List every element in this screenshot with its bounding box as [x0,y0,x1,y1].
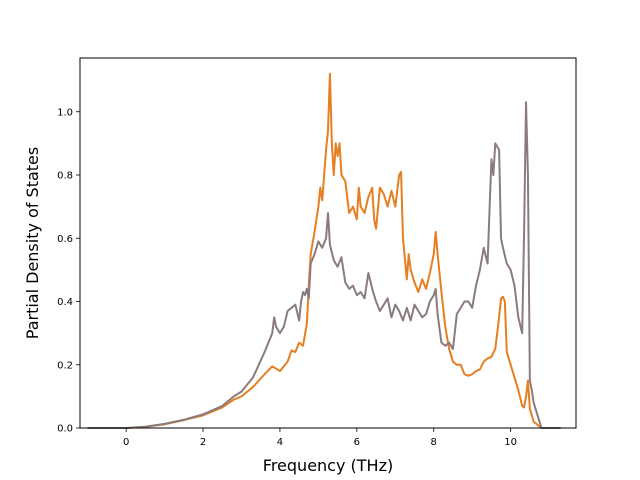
y-axis-label: Partial Density of States [23,147,42,339]
y-tick-label: 0.4 [57,297,73,308]
x-tick-label: 0 [123,437,129,448]
x-axis-label: Frequency (THz) [263,456,393,475]
x-tick-label: 6 [354,437,360,448]
y-tick-label: 0.8 [57,171,73,182]
y-tick-label: 0.2 [57,360,73,371]
x-tick-label: 10 [504,437,517,448]
y-tick-label: 1.0 [57,107,73,118]
y-tick-label: 0.0 [57,424,73,435]
x-tick-label: 4 [277,437,283,448]
y-tick-label: 0.6 [57,234,73,245]
x-tick-label: 8 [431,437,437,448]
x-tick-label: 2 [200,437,206,448]
